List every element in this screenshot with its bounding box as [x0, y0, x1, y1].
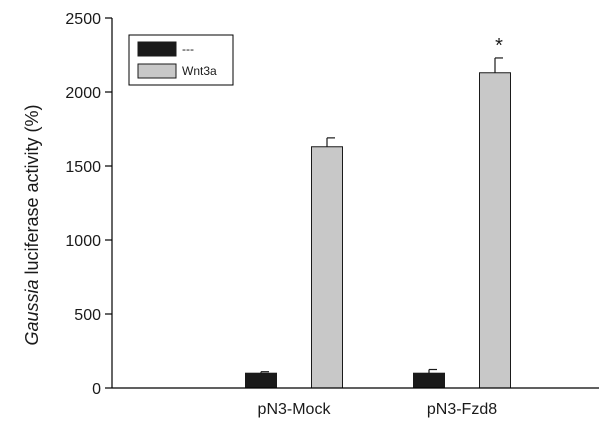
bar-pN3-Mock-series-0 [245, 372, 277, 389]
y-axis-label: Gaussia luciferase activity (%) [22, 104, 42, 345]
x-category-label-0: pN3-Mock [258, 401, 332, 418]
significance-marker: * [495, 35, 503, 57]
y-tick-label-3: 1500 [65, 159, 101, 176]
legend-swatch-series-1 [137, 63, 177, 79]
y-tick-label-5: 2500 [65, 11, 101, 28]
y-axis-label-italic: Gaussia [22, 280, 42, 346]
bar-pN3-Mock-series-1 [311, 146, 343, 389]
legend-swatch-series-0 [137, 41, 177, 57]
y-tick-label-0: 0 [92, 381, 101, 398]
y-tick-label-4: 2000 [65, 85, 101, 102]
legend-label-series-1: Wnt3a [182, 64, 217, 78]
legend: --- Wnt3a [128, 34, 234, 86]
legend-label-series-0: --- [182, 42, 194, 56]
y-tick-label-2: 1000 [65, 233, 101, 250]
bar-pN3-Fzd8-series-1 [479, 72, 511, 389]
y-tick-label-1: 500 [74, 307, 101, 324]
x-category-label-1: pN3-Fzd8 [427, 401, 497, 418]
bar-pN3-Fzd8-series-0 [413, 372, 445, 389]
y-axis-label-rest: luciferase activity (%) [22, 104, 42, 279]
